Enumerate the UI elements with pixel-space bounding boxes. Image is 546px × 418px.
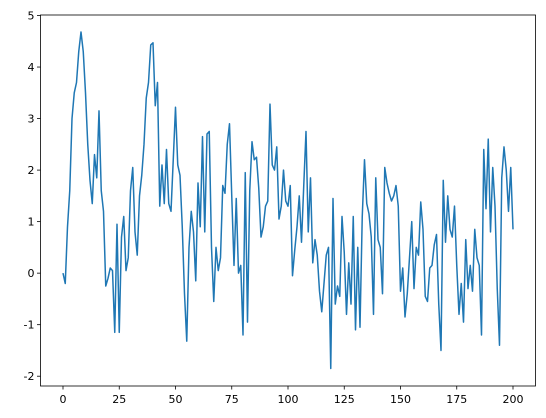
y-tick-label: 1 — [28, 216, 35, 229]
y-tick-label: 3 — [28, 113, 35, 126]
x-tick-label: 175 — [446, 393, 467, 406]
x-tick-label: 200 — [503, 393, 524, 406]
x-tick-label: 50 — [169, 393, 183, 406]
y-tick-label: 0 — [28, 267, 35, 280]
x-tick-label: 150 — [390, 393, 411, 406]
y-tick-label: -2 — [24, 370, 35, 383]
y-tick-label: -1 — [24, 319, 35, 332]
x-tick-label: 75 — [225, 393, 239, 406]
axes-frame — [40, 14, 536, 387]
x-tick-label: 25 — [112, 393, 126, 406]
data-line — [62, 31, 514, 370]
x-tick-label: 0 — [60, 393, 67, 406]
x-tick-label: 100 — [278, 393, 299, 406]
y-tick-label: 5 — [28, 10, 35, 23]
y-tick-label: 4 — [28, 61, 35, 74]
y-tick-label: 2 — [28, 164, 35, 177]
x-tick-label: 125 — [334, 393, 355, 406]
